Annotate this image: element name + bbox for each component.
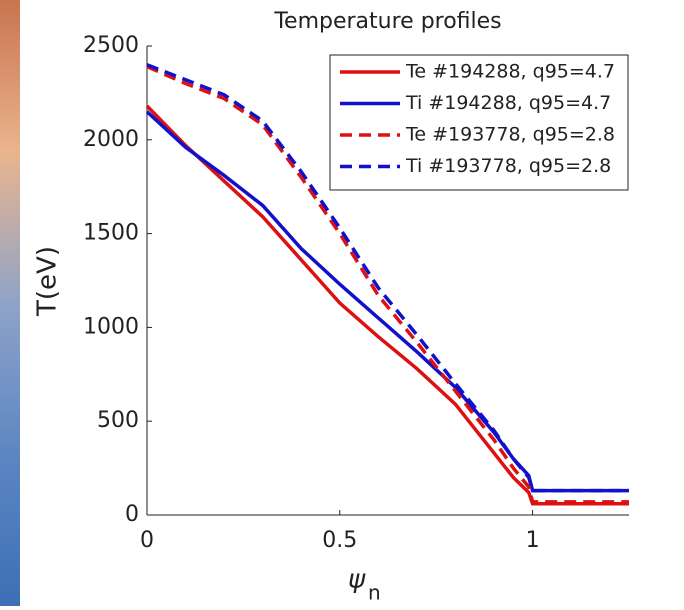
y-tick-label: 1000 bbox=[83, 314, 139, 339]
legend-label: Te #194288, q95=4.7 bbox=[405, 61, 615, 83]
background-image bbox=[0, 0, 20, 606]
x-axis-label-subscript: n bbox=[368, 581, 381, 605]
y-tick-label: 0 bbox=[125, 502, 139, 527]
x-tick-label: 0.5 bbox=[322, 528, 357, 553]
y-tick-label: 500 bbox=[97, 408, 139, 433]
y-tick-label: 1500 bbox=[83, 221, 139, 246]
legend-label: Ti #194288, q95=4.7 bbox=[405, 92, 611, 114]
series-line bbox=[145, 104, 629, 506]
series-line bbox=[146, 63, 629, 493]
y-axis-label: T(eV) bbox=[33, 246, 63, 317]
series-line bbox=[146, 65, 629, 504]
legend-label: Te #193778, q95=2.8 bbox=[405, 124, 615, 146]
y-tick-label: 2000 bbox=[83, 127, 139, 152]
x-axis-label: ψ bbox=[348, 565, 366, 595]
series-line bbox=[145, 110, 629, 493]
chart-title: Temperature profiles bbox=[273, 9, 501, 34]
y-tick-label: 2500 bbox=[83, 33, 139, 58]
x-tick-label: 1 bbox=[526, 528, 540, 553]
legend-label: Ti #193778, q95=2.8 bbox=[405, 155, 611, 177]
x-tick-label: 0 bbox=[140, 528, 154, 553]
